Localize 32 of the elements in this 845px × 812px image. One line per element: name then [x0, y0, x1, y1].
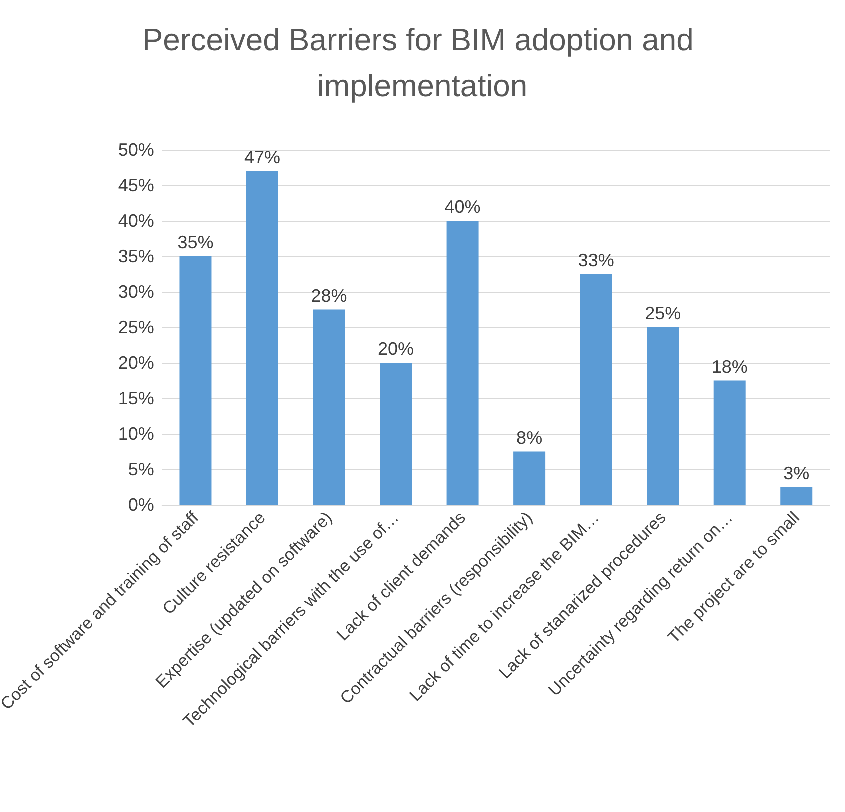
data-label: 3%: [784, 463, 810, 484]
bar: [446, 221, 479, 505]
bar: [380, 363, 412, 505]
bar: [647, 328, 680, 505]
data-label: 33%: [578, 250, 614, 270]
bar: [780, 487, 813, 505]
y-tick-label: 0%: [128, 495, 154, 515]
y-tick-label: 5%: [128, 460, 154, 480]
data-label: 8%: [516, 428, 543, 448]
bar: [246, 171, 278, 505]
y-tick-label: 15%: [118, 388, 154, 408]
data-label: 28%: [311, 286, 348, 306]
data-label: 20%: [378, 339, 414, 359]
y-tick-label: 10%: [118, 424, 154, 444]
bar: [313, 310, 346, 505]
y-tick-label: 25%: [118, 318, 154, 338]
y-tick-label: 30%: [118, 282, 154, 302]
chart-title: Perceived Barriers for BIM adoption and implementation: [142, 22, 702, 104]
data-label: 47%: [244, 147, 281, 168]
y-tick-label: 20%: [118, 353, 154, 373]
data-label: 18%: [712, 356, 748, 377]
bar: [580, 274, 612, 505]
bar: [514, 452, 546, 505]
y-tick-label: 45%: [118, 176, 154, 196]
y-tick-label: 40%: [118, 211, 154, 231]
y-tick-label: 35%: [118, 246, 154, 266]
data-label: 35%: [178, 232, 214, 252]
data-label: 25%: [645, 304, 682, 324]
y-tick-label: 50%: [118, 140, 154, 160]
bar: [714, 380, 746, 505]
bar: [180, 256, 212, 505]
data-label: 40%: [444, 197, 481, 217]
